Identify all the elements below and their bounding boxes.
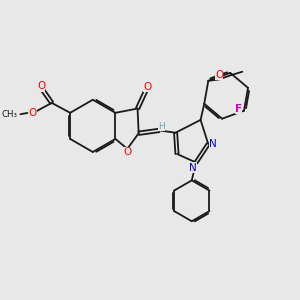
Text: O: O <box>124 147 132 157</box>
Text: F: F <box>235 104 242 114</box>
Text: O: O <box>215 70 223 80</box>
Text: O: O <box>37 81 45 92</box>
Text: O: O <box>143 82 152 92</box>
Text: N: N <box>209 139 217 149</box>
Text: N: N <box>189 163 197 172</box>
Text: H: H <box>158 122 165 131</box>
Text: O: O <box>28 108 37 118</box>
Text: CH₃: CH₃ <box>1 110 17 119</box>
